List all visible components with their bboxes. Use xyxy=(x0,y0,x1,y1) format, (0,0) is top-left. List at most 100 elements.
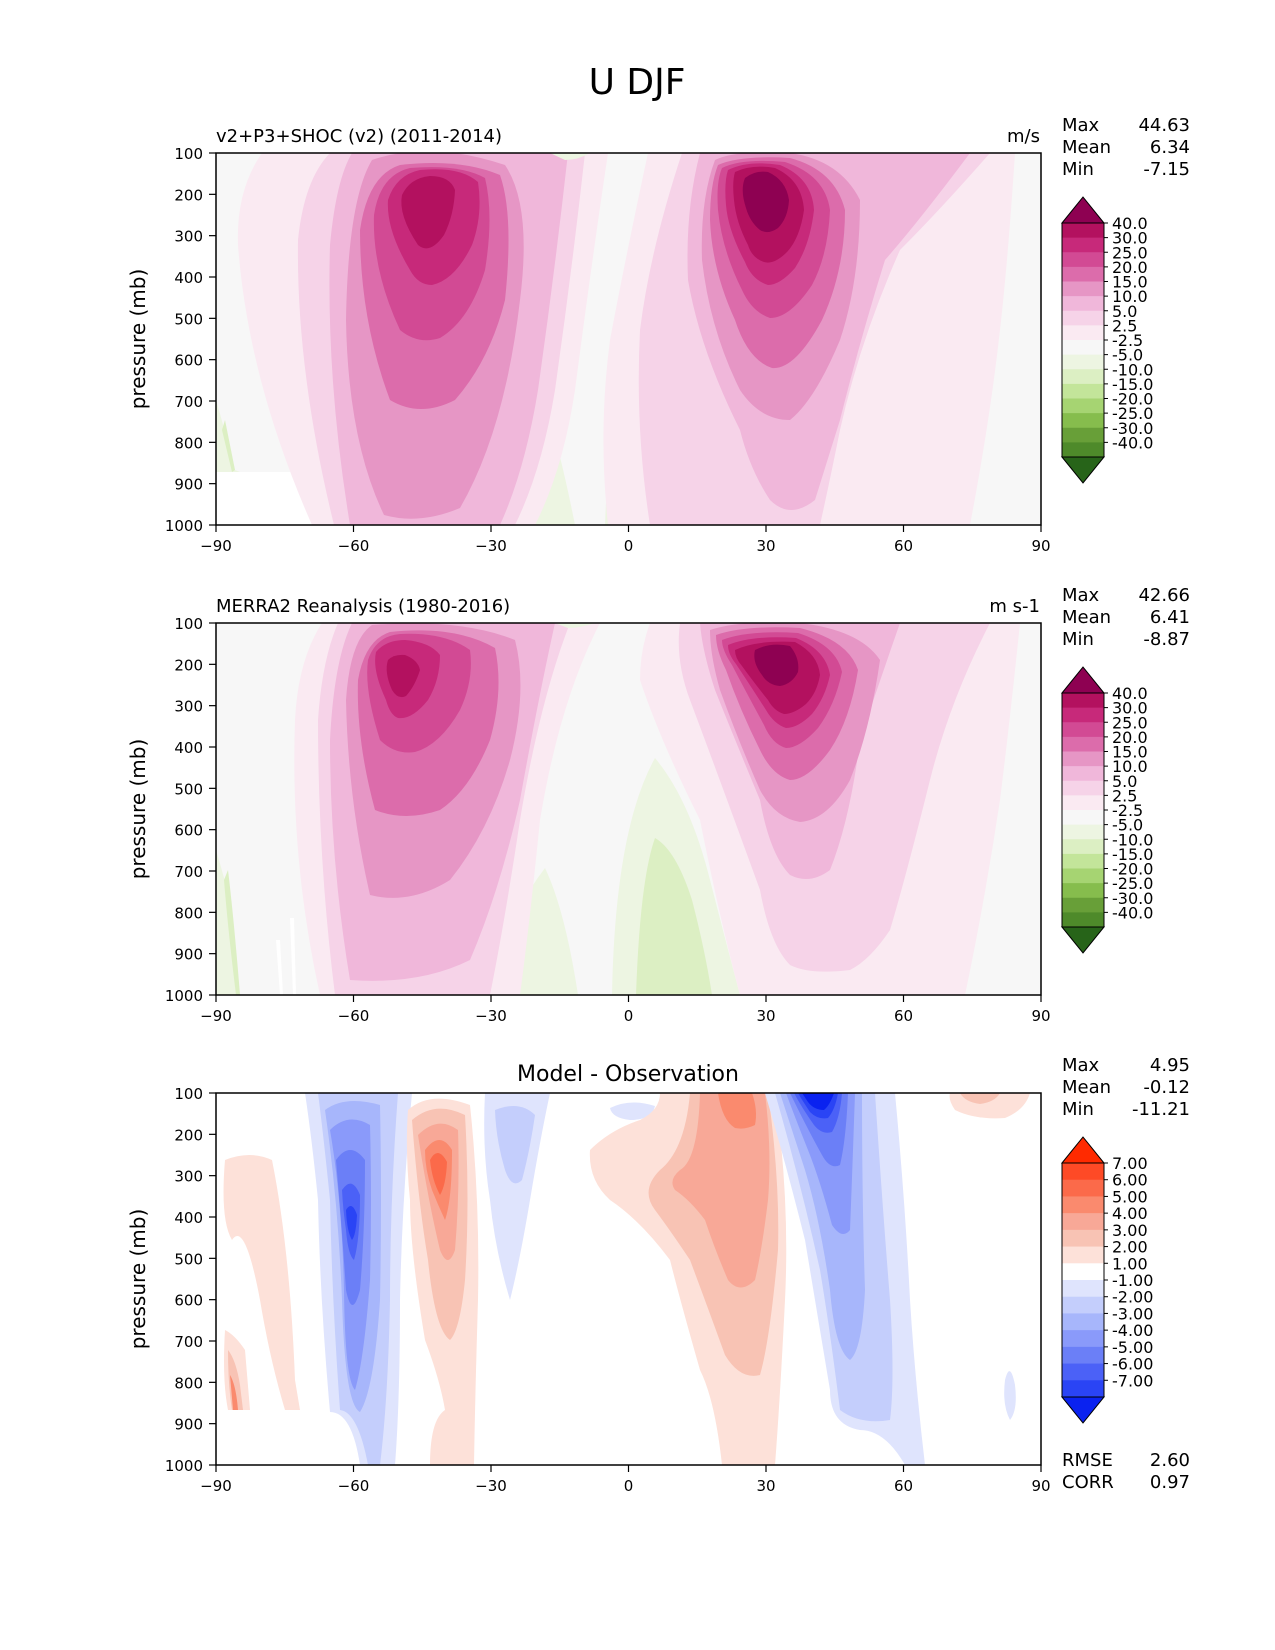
colorbar-swatch xyxy=(1062,853,1104,869)
colorbar-label: -4.00 xyxy=(1112,1321,1153,1340)
colorbar-swatch xyxy=(1062,310,1104,326)
y-tick-label: 500 xyxy=(174,780,203,798)
y-tick-label: 700 xyxy=(174,1333,203,1351)
colorbar-label: -1.00 xyxy=(1112,1271,1153,1290)
colorbar-label: 1.00 xyxy=(1112,1254,1148,1273)
y-tick-label: 100 xyxy=(174,615,203,633)
stat-value: -0.12 xyxy=(1143,1077,1190,1098)
colorbar-label: -5.0 xyxy=(1112,816,1143,835)
colorbar-swatch xyxy=(1062,398,1104,414)
y-axis-label-model: pressure (mb) xyxy=(126,269,150,410)
x-tick-label: −30 xyxy=(475,537,507,555)
panel-title-left-model: v2+P3+SHOC (v2) (2011-2014) xyxy=(216,126,502,147)
x-tick-label: −90 xyxy=(200,1477,232,1495)
colorbar-swatch xyxy=(1062,281,1104,297)
colorbar-swatch xyxy=(1062,693,1104,709)
colorbar-swatch xyxy=(1062,413,1104,429)
colorbar-label: -5.00 xyxy=(1112,1338,1153,1357)
colorbar-swatch xyxy=(1062,707,1104,723)
colorbar-swatch xyxy=(1062,325,1104,341)
x-tick-label: 0 xyxy=(624,1477,634,1495)
colorbar-swatch xyxy=(1062,897,1104,913)
colorbar-observation: 40.030.025.020.015.010.05.02.5-2.5-5.0-1… xyxy=(1060,666,1153,954)
colorbar-label: -20.0 xyxy=(1112,860,1153,879)
stat-label: RMSE xyxy=(1062,1450,1113,1471)
y-tick-label: 600 xyxy=(174,822,203,840)
colorbar-swatch xyxy=(1062,223,1104,239)
colorbar-swatch xyxy=(1062,442,1104,458)
y-tick-label: 1000 xyxy=(165,517,203,535)
y-tick-label: 100 xyxy=(174,1085,203,1103)
colorbar-label: 2.00 xyxy=(1112,1238,1148,1257)
stat-label: Min xyxy=(1062,159,1094,180)
x-tick-label: 30 xyxy=(756,1007,775,1025)
colorbar-label: 40.0 xyxy=(1112,214,1148,233)
colorbar-label: 15.0 xyxy=(1112,743,1148,762)
y-tick-label: 900 xyxy=(174,946,203,964)
colorbar-label: 7.00 xyxy=(1112,1154,1148,1173)
colorbar-swatch xyxy=(1062,912,1104,928)
stat-value: 6.34 xyxy=(1150,137,1190,158)
x-tick-label: −90 xyxy=(200,537,232,555)
colorbar-swatch xyxy=(1062,266,1104,282)
contour-fill-difference xyxy=(216,1093,1041,1465)
colorbar-label: -5.0 xyxy=(1112,346,1143,365)
colorbar-label: -15.0 xyxy=(1112,375,1153,394)
stat-value: -7.15 xyxy=(1143,159,1190,180)
stats-difference: Max 4.95 Mean -0.12 Min -11.21 xyxy=(1062,1055,1190,1120)
colorbar-swatch xyxy=(1062,1196,1104,1214)
colorbar-extend-max xyxy=(1060,1136,1106,1164)
colorbar-difference: 7.006.005.004.003.002.001.00-1.00-2.00-3… xyxy=(1060,1136,1153,1424)
x-tick-label: −30 xyxy=(475,1007,507,1025)
y-tick-label: 500 xyxy=(174,1250,203,1268)
colorbar-swatch xyxy=(1062,1213,1104,1231)
colorbar-swatch xyxy=(1062,766,1104,782)
colorbar-swatch xyxy=(1062,868,1104,884)
stat-value: -8.87 xyxy=(1143,629,1190,650)
y-ticks-observation: 100 200 300 400 500 600 700 800 900 1000 xyxy=(165,615,216,1005)
panel-title-left-observation: MERRA2 Reanalysis (1980-2016) xyxy=(216,596,510,617)
stat-value: 44.63 xyxy=(1138,115,1190,136)
colorbar-label: -25.0 xyxy=(1112,874,1153,893)
colorbar-label: 20.0 xyxy=(1112,258,1148,277)
colorbar-swatch xyxy=(1062,354,1104,370)
panel-units-observation: m s-1 xyxy=(989,596,1040,617)
stat-value: 0.97 xyxy=(1150,1472,1190,1493)
colorbar-swatch xyxy=(1062,252,1104,268)
y-tick-label: 200 xyxy=(174,186,203,204)
colorbar-label: -2.5 xyxy=(1112,331,1143,350)
y-ticks-difference: 100 200 300 400 500 600 700 800 900 1000 xyxy=(165,1085,216,1475)
y-tick-label: 400 xyxy=(174,739,203,757)
y-tick-label: 700 xyxy=(174,863,203,881)
y-tick-label: 100 xyxy=(174,145,203,163)
stat-value: 42.66 xyxy=(1138,585,1190,606)
colorbar-label: 2.5 xyxy=(1112,316,1137,335)
stat-label: Max xyxy=(1062,585,1100,606)
stat-value: 6.41 xyxy=(1150,607,1190,628)
stats-observation: Max 42.66 Mean 6.41 Min -8.87 xyxy=(1062,585,1190,650)
y-tick-label: 200 xyxy=(174,656,203,674)
x-tick-label: 90 xyxy=(1031,1007,1050,1025)
contour-fill-observation xyxy=(216,623,1041,995)
colorbar-swatch xyxy=(1062,237,1104,253)
y-tick-label: 300 xyxy=(174,228,203,246)
stat-label: Min xyxy=(1062,1099,1094,1120)
y-tick-label: 300 xyxy=(174,1168,203,1186)
stat-label: Mean xyxy=(1062,1077,1111,1098)
stat-label: Mean xyxy=(1062,137,1111,158)
colorbar-label: -15.0 xyxy=(1112,845,1153,864)
colorbar-extend-max xyxy=(1060,196,1106,224)
x-tick-label: 30 xyxy=(756,537,775,555)
figure-title: U DJF xyxy=(589,62,686,103)
stat-label: CORR xyxy=(1062,1472,1114,1493)
y-tick-label: 600 xyxy=(174,1292,203,1310)
stat-label: Max xyxy=(1062,1055,1100,1076)
colorbar-swatch xyxy=(1062,1313,1104,1331)
x-tick-label: −90 xyxy=(200,1007,232,1025)
y-tick-label: 900 xyxy=(174,1416,203,1434)
stat-value: 2.60 xyxy=(1150,1450,1190,1471)
x-tick-label: 0 xyxy=(624,537,634,555)
x-tick-label: 30 xyxy=(756,1477,775,1495)
